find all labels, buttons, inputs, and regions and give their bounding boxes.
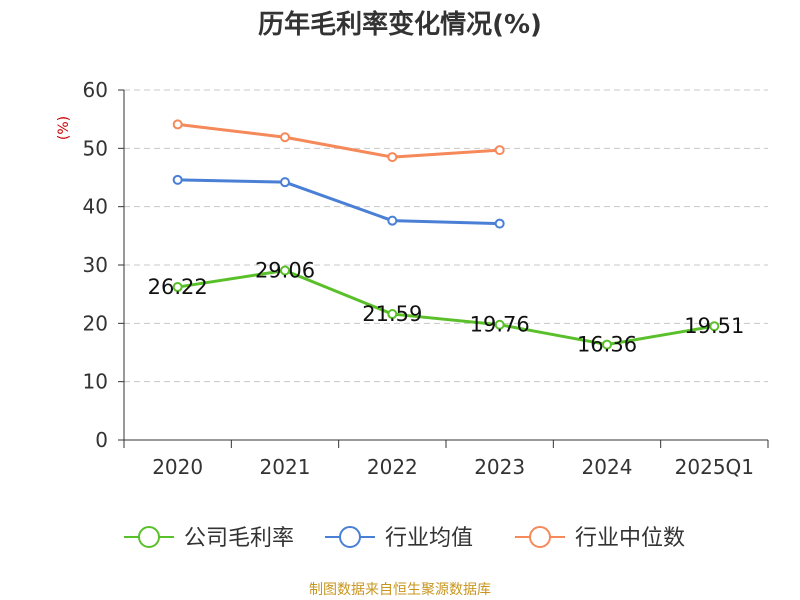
- series-2-point-2: [387, 152, 398, 163]
- data-label-2025Q1: 19.51: [684, 314, 744, 338]
- x-tick-label-2023: 2023: [474, 455, 525, 479]
- y-tick-label-50: 50: [83, 136, 108, 160]
- legend-marker-1: [339, 526, 361, 548]
- series-line-2: [177, 122, 500, 159]
- y-axis-label: (%): [56, 116, 72, 140]
- x-tick-label-2022: 2022: [367, 455, 418, 479]
- series-group: [172, 119, 720, 350]
- series-2-point-0: [172, 119, 183, 130]
- data-label-2020: 26.22: [148, 275, 208, 299]
- data-label-2022: 21.59: [362, 302, 422, 326]
- gridlines: [124, 89, 768, 383]
- source-note: 制图数据来自恒生聚源数据库: [309, 582, 491, 598]
- series-1-point-2: [387, 215, 398, 226]
- x-tick-label-2025Q1: 2025Q1: [675, 455, 754, 479]
- y-tick-label-60: 60: [83, 78, 108, 102]
- series-0-point-2: [387, 309, 398, 320]
- y-tick-label-30: 30: [83, 253, 108, 277]
- data-label-2021: 29.06: [255, 258, 315, 282]
- series-line-1: [177, 178, 500, 226]
- legend-label-0: 公司毛利率: [184, 526, 294, 551]
- y-tick-label-40: 40: [83, 195, 108, 219]
- legend-marker-0: [138, 526, 160, 548]
- series-2-point-3: [494, 145, 505, 156]
- data-label-2023: 19.76: [470, 313, 530, 337]
- x-tick-label-2020: 2020: [152, 455, 203, 479]
- chart-title: 历年毛利率变化情况(%): [258, 9, 542, 40]
- legend-marker-2: [529, 526, 551, 548]
- x-tick-label-2024: 2024: [582, 455, 633, 479]
- series-0-point-1: [280, 265, 290, 276]
- x-tick-label-2021: 2021: [260, 455, 311, 479]
- legend-label-2: 行业中位数: [575, 526, 685, 551]
- legend-label-1: 行业均值: [385, 526, 473, 551]
- data-labels: 26.22 29.06 21.59 19.76 16.36 19.51: [148, 258, 745, 356]
- series-0-point-4: [602, 339, 612, 350]
- series-1-point-1: [280, 177, 290, 188]
- series-0-point-3: [494, 319, 505, 330]
- y-tick-label-0: 0: [95, 428, 108, 452]
- series-0-point-5: [709, 321, 720, 332]
- series-line-0: [177, 268, 715, 347]
- series-1-point-3: [494, 218, 505, 229]
- series-2-point-1: [280, 132, 290, 143]
- series-0-point-0: [172, 282, 183, 293]
- series-1-point-0: [172, 174, 183, 185]
- legend: 公司毛利率 行业均值 行业中位数: [124, 526, 685, 551]
- data-label-2024: 16.36: [577, 333, 637, 357]
- y-tick-label-20: 20: [83, 311, 108, 335]
- y-tick-label-10: 10: [83, 370, 108, 394]
- axes: 0 10 20 30 40 50 60 2020 2021 2022 2023 2024 2025Q1: [83, 78, 769, 479]
